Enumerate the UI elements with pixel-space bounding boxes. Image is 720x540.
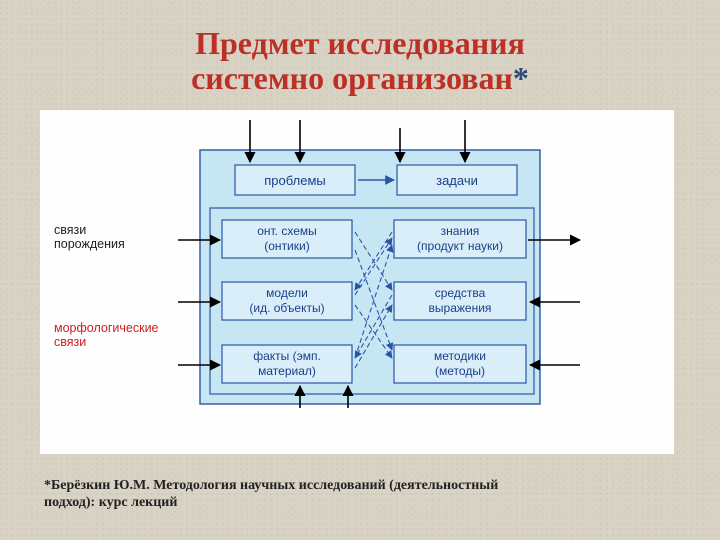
node-label2-means: выражения xyxy=(429,301,492,315)
node-label1-facts: факты (эмп. xyxy=(253,349,321,363)
diagram-svg: связипорожденияморфологическиесвязипробл… xyxy=(40,110,674,454)
node-label2-models: (ид. объекты) xyxy=(249,301,324,315)
node-label2-methods: (методы) xyxy=(435,364,485,378)
node-label1-methods: методики xyxy=(434,349,486,363)
title-line-2: системно организован xyxy=(191,60,513,96)
node-label2-ont: (онтики) xyxy=(264,239,309,253)
node-label-tasks: задачи xyxy=(436,173,478,188)
page-title: Предмет исследования системно организова… xyxy=(0,26,720,96)
node-label1-know: знания xyxy=(441,224,480,238)
node-label1-means: средства xyxy=(435,286,486,300)
side-label-bottom-1: морфологические xyxy=(54,321,159,335)
node-label2-know: (продукт науки) xyxy=(417,239,503,253)
title-asterisk: * xyxy=(513,60,529,96)
footnote: *Берёзкин Ю.М. Методология научных иссле… xyxy=(44,478,544,512)
node-label1-models: модели xyxy=(266,286,308,300)
diagram-panel: связипорожденияморфологическиесвязипробл… xyxy=(40,110,674,454)
title-line-1: Предмет исследования xyxy=(195,25,525,61)
node-label-problems: проблемы xyxy=(264,173,325,188)
node-label1-ont: онт. схемы xyxy=(257,224,317,238)
side-label-bottom-2: связи xyxy=(54,335,86,349)
node-label2-facts: материал) xyxy=(258,364,316,378)
side-label-top-2: порождения xyxy=(54,237,125,251)
side-label-top-1: связи xyxy=(54,223,86,237)
